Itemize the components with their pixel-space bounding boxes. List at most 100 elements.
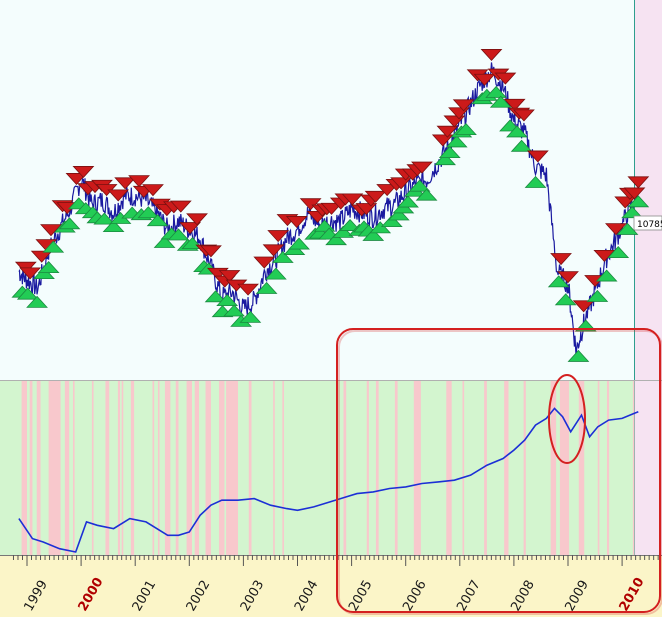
signal-markers [11, 49, 650, 362]
sell-signal-marker [218, 270, 241, 283]
buy-signal-marker [239, 310, 262, 323]
bear-band [597, 381, 600, 555]
buy-signal-marker [621, 206, 644, 219]
sell-signal-marker [267, 230, 290, 243]
sell-signal-marker [503, 98, 526, 111]
buy-signal-marker [434, 153, 457, 166]
bear-band [462, 381, 465, 555]
sell-signal-marker [253, 256, 276, 269]
buy-signal-marker [485, 85, 508, 98]
buy-signal-marker [325, 233, 348, 246]
sell-signal-marker [355, 203, 378, 216]
sell-signal-marker [473, 73, 496, 86]
right-margin-strip [634, 0, 662, 555]
buy-signal-marker [627, 195, 650, 208]
buy-signal-marker [37, 261, 60, 274]
sell-signal-marker [494, 72, 517, 85]
bear-band [394, 381, 398, 555]
bear-band [446, 381, 452, 555]
buy-signal-marker [455, 123, 477, 135]
sell-signal-marker [299, 198, 322, 211]
buy-signal-marker [586, 289, 609, 302]
buy-signal-marker [137, 206, 160, 219]
sell-signal-marker [169, 200, 192, 213]
buy-signal-marker [42, 240, 65, 253]
bear-band [117, 381, 121, 555]
sell-signal-marker [513, 109, 535, 122]
sell-signal-marker [65, 173, 88, 186]
bear-band [91, 381, 94, 555]
bear-band [343, 381, 347, 555]
sell-signal-marker [285, 216, 308, 229]
sell-signal-marker [550, 253, 572, 266]
buy-signal-marker [524, 175, 547, 188]
buy-signal-marker [146, 214, 169, 227]
buy-signal-marker [554, 293, 577, 306]
bear-band [205, 381, 211, 555]
bear-band [194, 381, 200, 555]
sell-signal-marker [623, 187, 646, 200]
indicator-line [18, 407, 639, 553]
buy-signal-marker [567, 349, 590, 362]
buy-signal-marker [255, 281, 278, 294]
bear-band [219, 381, 225, 555]
sell-signal-marker [72, 166, 95, 179]
sell-signal-marker [411, 161, 433, 174]
bear-band [559, 381, 570, 555]
sell-signal-marker [605, 223, 627, 236]
time-axis-ticks [12, 555, 659, 566]
sell-signal-marker [480, 49, 503, 62]
buy-signal-marker [547, 275, 570, 288]
buy-signal-marker [332, 225, 355, 238]
sell-signal-marker [320, 202, 343, 215]
sell-signal-marker [557, 271, 579, 284]
bear-band [64, 381, 70, 555]
sell-signal-marker [142, 184, 164, 197]
bear-band [504, 381, 509, 555]
sell-signal-marker [526, 150, 549, 163]
buy-signal-marker [607, 246, 630, 258]
sell-signal-marker [431, 134, 454, 147]
sell-signal-marker [19, 267, 41, 280]
sell-signal-marker [572, 300, 595, 313]
sell-signal-marker [186, 213, 208, 226]
sell-signal-marker [40, 224, 62, 237]
bear-band [21, 381, 27, 555]
sell-signal-marker [614, 196, 637, 209]
bear-band [186, 381, 193, 555]
buy-signal-marker [339, 218, 361, 231]
bear-band [606, 381, 610, 555]
buy-signal-marker [271, 250, 294, 263]
buy-signal-marker [102, 220, 125, 233]
sell-signal-marker [436, 125, 459, 138]
bear-band [550, 381, 557, 555]
time-axis-background [0, 555, 662, 617]
bear-band [105, 381, 110, 555]
sell-signal-marker [30, 250, 53, 263]
highlight-ellipse [548, 374, 586, 464]
sell-signal-marker [200, 245, 222, 258]
buy-signal-marker [506, 125, 528, 138]
buy-signal-marker [362, 228, 385, 241]
buy-signal-marker [153, 235, 176, 248]
bear-band [248, 381, 252, 555]
buy-signal-marker [264, 267, 287, 280]
bear-band [273, 381, 275, 555]
buy-signal-marker [392, 201, 415, 214]
bear-band [484, 381, 487, 555]
sell-signal-marker [262, 244, 285, 257]
buy-signal-marker [380, 215, 403, 228]
sell-signal-marker [452, 99, 475, 112]
buy-signal-marker [288, 237, 310, 250]
sell-signal-marker [376, 184, 399, 197]
sell-signal-marker [179, 222, 201, 235]
buy-signal-marker [369, 221, 392, 234]
bear-band [226, 381, 238, 555]
bear-band [375, 381, 379, 555]
buy-signal-marker [93, 212, 116, 225]
bear-band [578, 381, 585, 555]
last-price-value: 10785 [637, 220, 662, 230]
buy-signal-marker [415, 188, 438, 201]
buy-signal-marker [489, 95, 512, 108]
highlight-box [336, 328, 661, 613]
